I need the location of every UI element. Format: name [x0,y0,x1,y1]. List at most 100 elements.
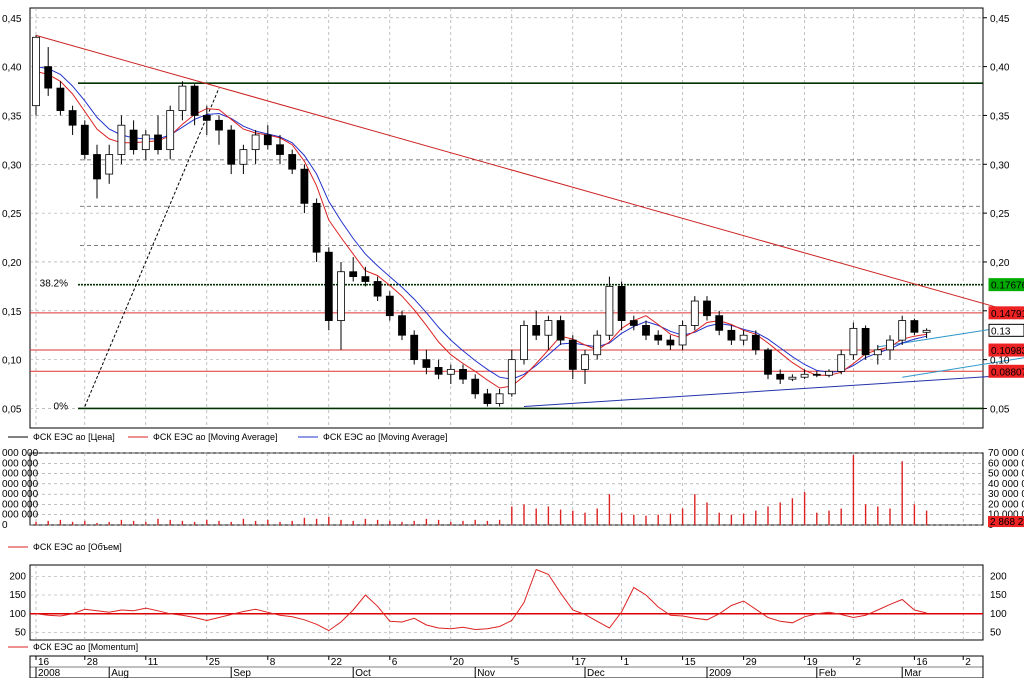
candle-body [922,329,931,333]
candle-body [312,202,321,253]
candle-body [507,359,516,395]
candle [166,105,175,160]
price-ytick-label-right: 0,45 [990,14,1010,25]
price-tag-label: 0.14791 [991,309,1024,320]
volume-ytick-label-right: 70 000 000 [988,448,1024,459]
candle [861,325,870,360]
legend-momentum-label: ФСК ЕЭС ао [Momentum] [33,642,138,652]
volume-current-box [988,516,1024,528]
candle [764,347,772,380]
candle-body [629,320,638,326]
candle [202,105,211,135]
price-ytick-label-left: 0,20 [2,258,22,269]
candle [129,120,138,155]
price-ytick-label-left: 0,35 [2,111,22,122]
candle-body [581,354,589,370]
candle [288,149,297,175]
candle-body [190,85,199,116]
volume-ytick-label-left: 000 000 [2,469,39,480]
volume-ytick-label-right: 20 000 000 [988,499,1024,510]
momentum-legend: ФСК ЕЭС ао [Momentum] [8,642,138,652]
volume-ytick-label-right: 10 000 000 [988,510,1024,521]
trend-line [877,323,1024,348]
candle [825,369,833,378]
candle [556,315,565,345]
price-ytick-label-left: 0,45 [2,14,22,25]
candle [32,35,40,116]
candle-body [837,354,846,372]
price-ytick-label-left: 0,05 [2,404,22,415]
price-ytick-label-left: 0,10 [2,356,22,367]
candle-body [459,368,467,380]
candle-body [215,119,223,131]
candle-body [361,276,370,282]
volume-ytick-label-right: 40 000 000 [988,479,1024,490]
candle-body [642,325,650,336]
candle [776,369,785,385]
candle [495,388,504,407]
xaxis-month-label: Feb [819,668,837,678]
xaxis-day-label: 11 [148,657,159,668]
candle [227,125,236,175]
volume-ytick-label-left: 000 000 [2,510,39,521]
volume-legend: ФСК ЕЭС ао [Объем] [8,542,122,552]
candle [398,310,406,341]
candle [629,315,638,331]
candle-body [764,349,772,375]
xaxis-month-label: Sep [233,668,251,678]
xaxis-day-label: 17 [575,657,587,668]
candle [922,328,931,339]
xaxis-day-label: 5 [514,657,520,668]
candle [886,335,894,360]
candle-body [141,134,150,151]
candle [507,349,516,397]
candle [410,330,419,365]
candle-body [239,149,248,165]
xaxis-month-label: 2009 [709,668,732,678]
candle [141,130,150,160]
candle-body [568,339,577,370]
xaxis-day-label: 6 [392,657,398,668]
xaxis-month-label: 2008 [38,668,61,678]
candle-body [56,87,65,111]
candle [666,335,675,350]
xaxis-day-label: 8 [270,657,276,668]
xaxis-day-label: 25 [209,657,221,668]
momentum-ytick-label-left: 150 [9,590,26,601]
candle-body [825,370,833,376]
candle-body [227,129,236,165]
candle-body [776,373,785,380]
candle-body [495,393,504,404]
candle-body [910,320,919,333]
candle [788,374,797,382]
candle-body [32,36,40,107]
price-panel-frame [29,7,984,429]
candle-body [385,295,394,317]
candle [434,359,443,380]
candle [837,349,846,375]
candle [312,198,321,262]
candle-body [422,359,431,368]
candle [300,164,309,214]
candle [263,125,272,150]
candle-body [739,334,748,341]
xaxis-day-label: 29 [746,657,758,668]
fib-level-label: 38.2% [40,278,68,289]
candle-body [751,334,760,351]
volume-panel-frame [29,452,984,526]
price-tag-label: 0.08807 [991,367,1024,378]
candle-body [373,281,382,297]
candle [739,330,748,345]
candle [93,144,101,199]
candle [471,374,480,399]
candle-body [812,373,821,376]
momentum-ytick-label-left: 200 [9,571,26,582]
legend-ma2-label: ФСК ЕЭС ао [Moving Average] [323,432,447,442]
candle [873,344,882,365]
xaxis-day-label: 16 [916,657,928,668]
candle [690,296,699,331]
candle [68,105,77,135]
candle [654,330,663,345]
